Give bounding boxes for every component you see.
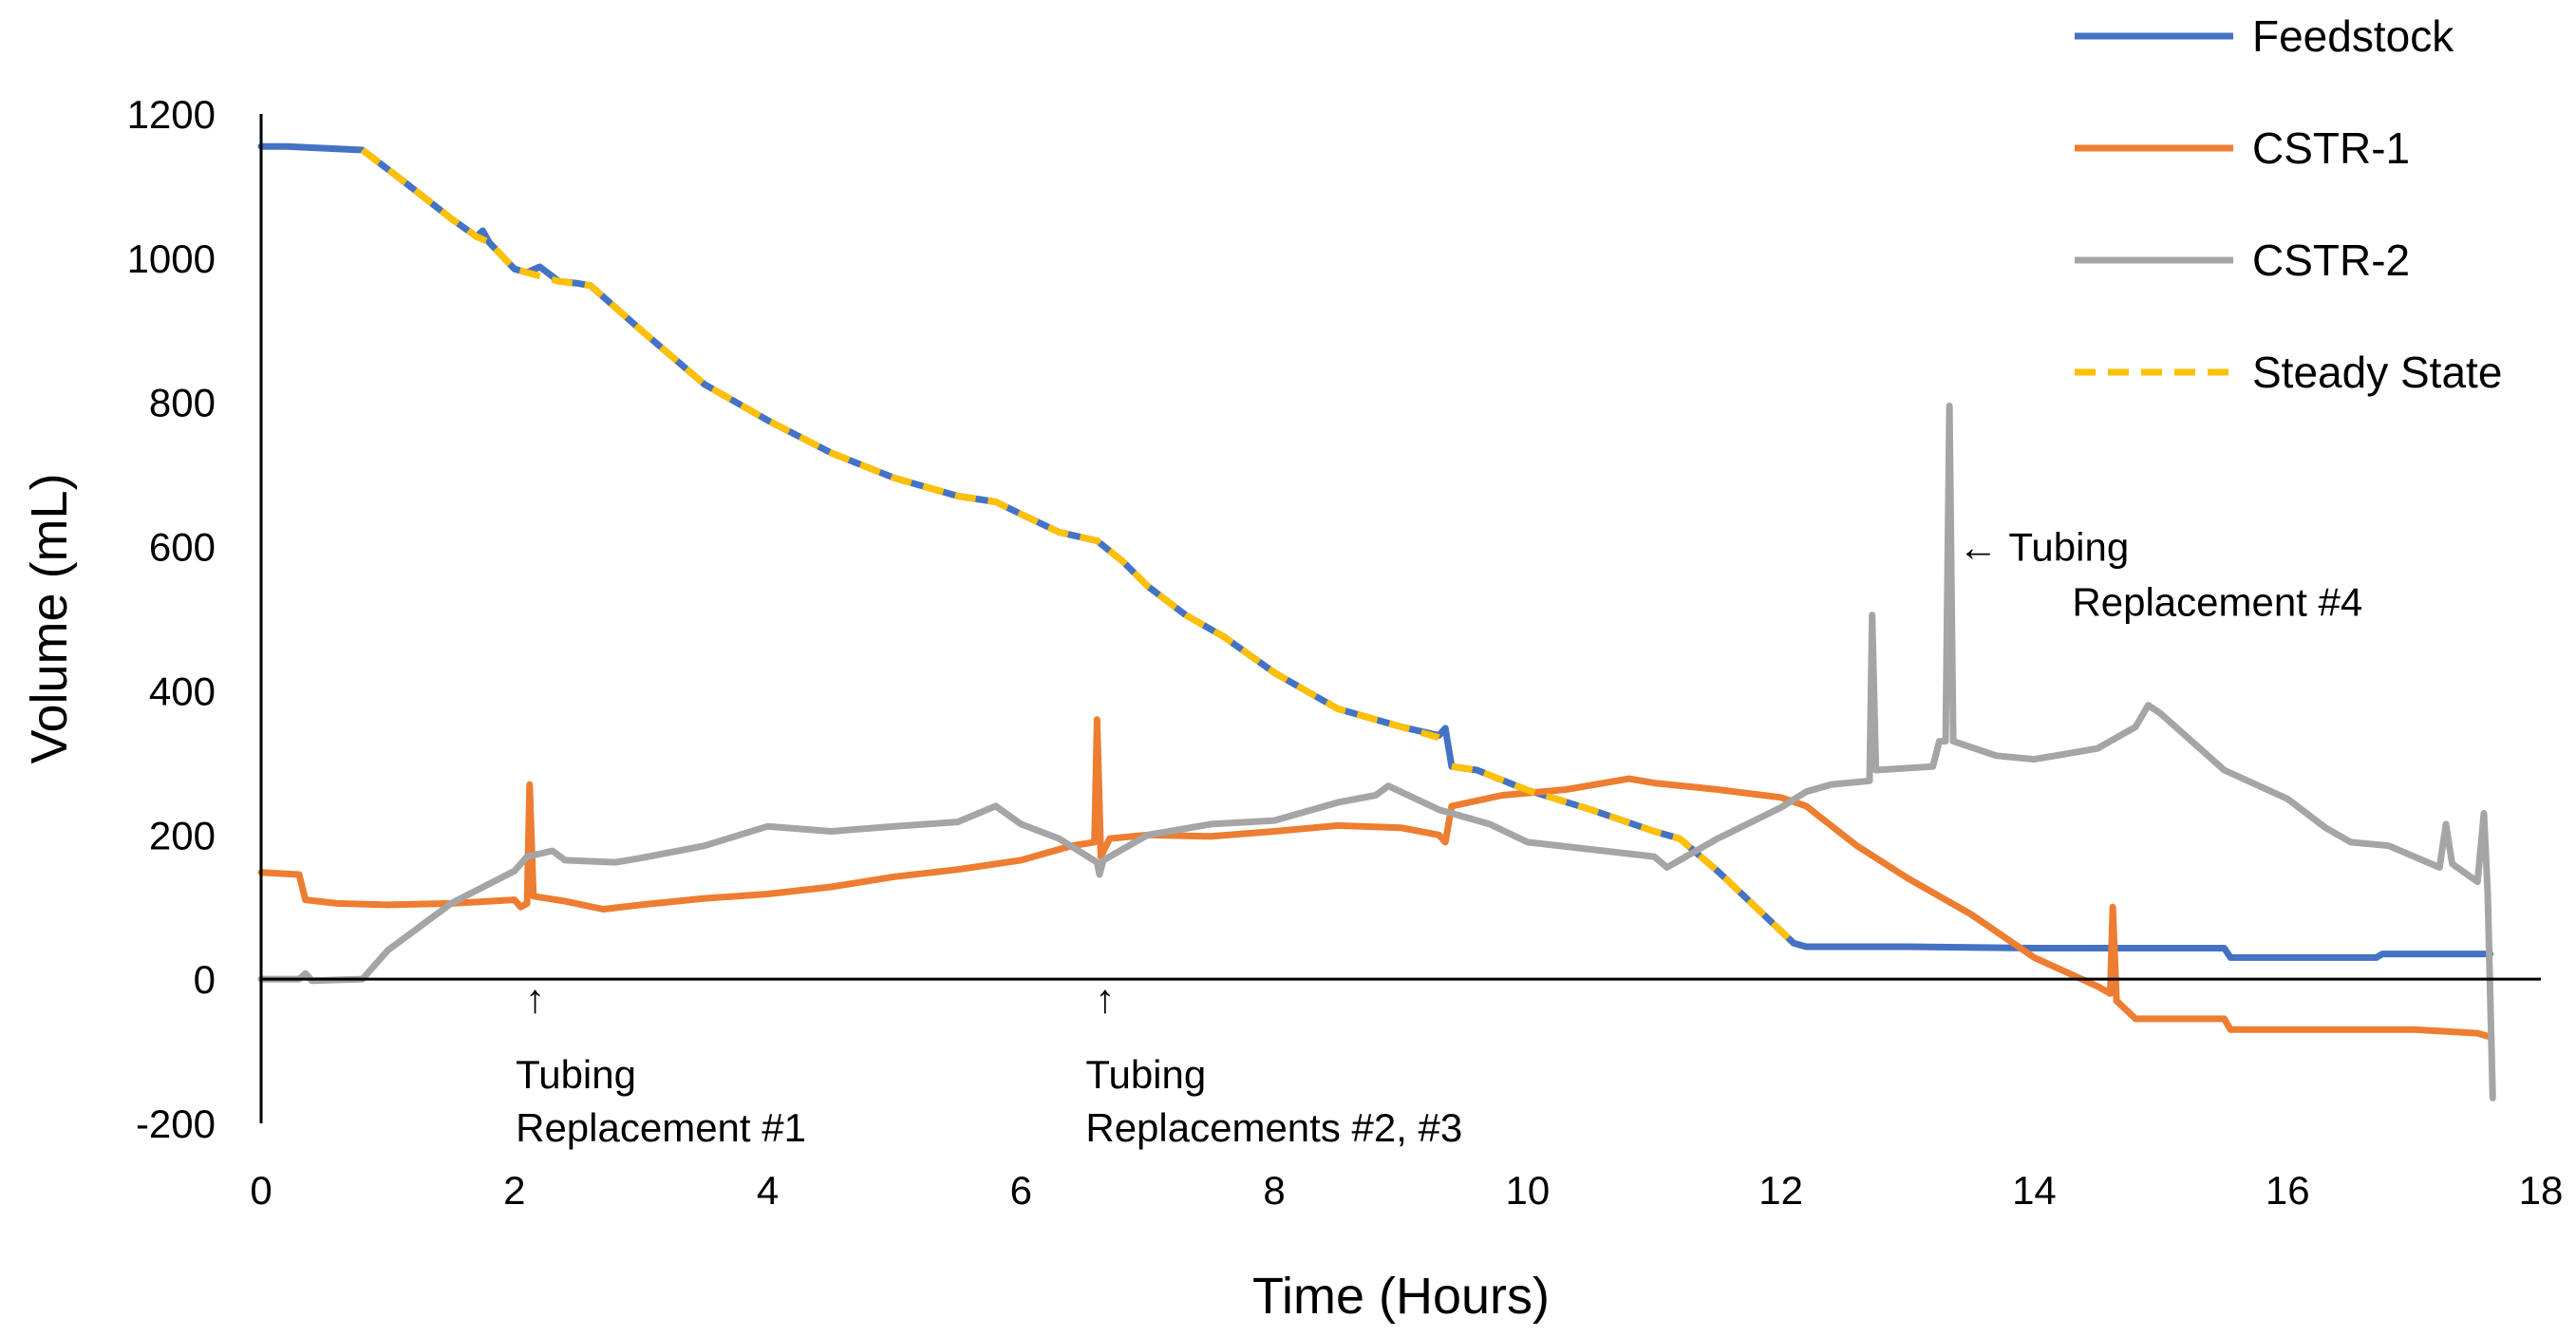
annotation-text: Replacement #1 — [516, 1105, 806, 1150]
x-tick-label: 18 — [2519, 1168, 2564, 1213]
x-tick-label: 8 — [1263, 1168, 1285, 1213]
legend-item: Feedstock — [2075, 11, 2454, 61]
y-tick-label: 600 — [149, 525, 216, 570]
y-tick-labels: -200 0 200 400 600 800 1000 1200 — [127, 92, 216, 1146]
legend-item: CSTR-2 — [2075, 235, 2410, 285]
y-tick-label: -200 — [136, 1102, 216, 1146]
x-tick-label: 16 — [2266, 1168, 2310, 1213]
x-tick-label: 14 — [2012, 1168, 2057, 1213]
annotation-text: ↑ — [1095, 976, 1115, 1021]
x-tick-label: 0 — [250, 1168, 272, 1213]
axes — [259, 114, 2541, 1123]
y-tick-label: 1200 — [127, 92, 216, 137]
legend-item: CSTR-1 — [2075, 123, 2410, 173]
x-tick-label: 6 — [1010, 1168, 1032, 1213]
x-tick-label: 4 — [757, 1168, 779, 1213]
legend-label: Steady State — [2252, 348, 2502, 397]
annotation-text: Tubing — [1085, 1052, 1206, 1097]
annotations: ↑ Tubing Replacement #1 ↑ Tubing Replacements… — [516, 525, 2362, 1151]
y-axis-label: Volume (mL) — [21, 473, 78, 763]
x-axis-label: Time (Hours) — [1252, 1268, 1550, 1325]
y-tick-label: 200 — [149, 813, 216, 857]
y-tick-label: 400 — [149, 668, 216, 713]
annotation-text: ↑ — [525, 976, 545, 1021]
annotation-text: Replacement #4 — [2072, 580, 2362, 625]
annotation-tr23: ↑ Tubing Replacements #2, #3 — [1085, 976, 1462, 1150]
x-tick-label: 10 — [1506, 1168, 1551, 1213]
series-line-cstr-1 — [257, 716, 2494, 1041]
series-line-steady-state — [360, 147, 1440, 742]
y-tick-label: 800 — [149, 381, 216, 425]
annotation-text: ← Tubing — [1958, 525, 2129, 570]
series-line-feedstock — [257, 142, 2494, 961]
x-tick-labels: 0 2 4 6 8 10 12 14 16 18 — [250, 1168, 2563, 1213]
plot-lines — [257, 142, 2496, 1102]
legend-label: Feedstock — [2252, 11, 2454, 61]
series-line-steady-state — [1451, 763, 1796, 946]
legend: Feedstock CSTR-1 CSTR-2 Steady State — [2075, 11, 2502, 397]
x-tick-label: 12 — [1758, 1168, 1803, 1213]
legend-item: Steady State — [2075, 348, 2502, 397]
series-line-cstr-2 — [257, 403, 2496, 1102]
legend-label: CSTR-2 — [2252, 235, 2410, 285]
x-tick-label: 2 — [503, 1168, 525, 1213]
annotation-tr1: ↑ Tubing Replacement #1 — [516, 976, 806, 1150]
legend-label: CSTR-1 — [2252, 123, 2410, 173]
annotation-text: Replacements #2, #3 — [1085, 1105, 1462, 1150]
annotation-text: Tubing — [516, 1052, 636, 1097]
annotation-tr4: ← Tubing Replacement #4 — [1958, 525, 2362, 625]
y-tick-label: 0 — [194, 957, 216, 1002]
y-tick-label: 1000 — [127, 236, 216, 281]
